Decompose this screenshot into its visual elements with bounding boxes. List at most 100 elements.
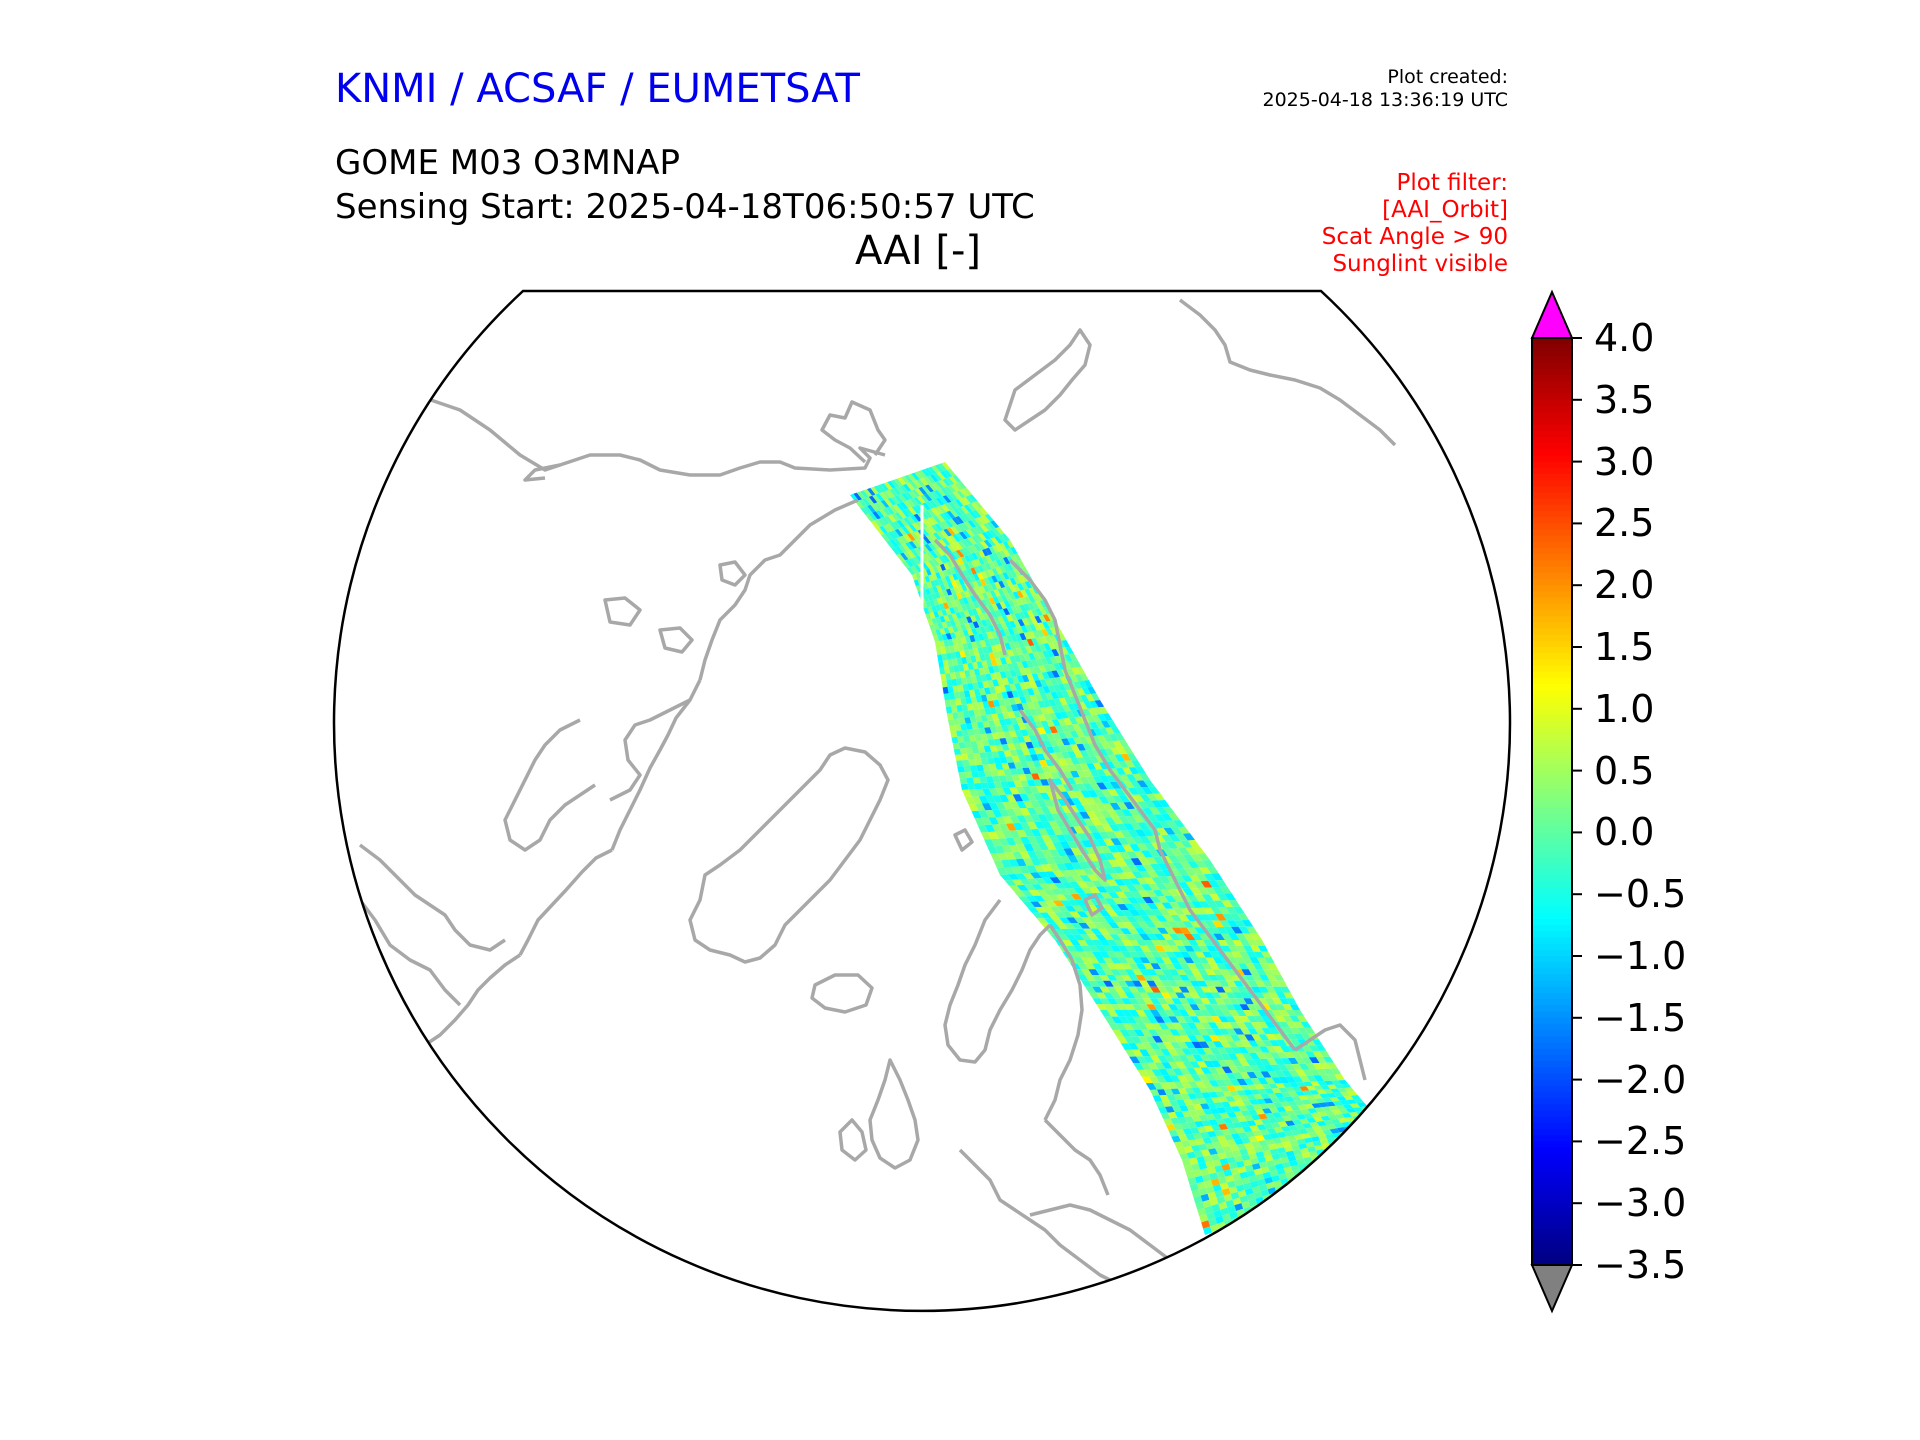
swath-pixel: [996, 692, 1004, 700]
swath-pixel: [1013, 584, 1021, 592]
swath-pixel: [957, 766, 965, 773]
swath-pixel: [966, 529, 975, 537]
swath-pixel: [988, 802, 1000, 810]
swath-pixel: [949, 607, 956, 614]
swath-pixel: [985, 810, 996, 818]
swath-pixel: [1201, 894, 1214, 902]
swath-pixel: [1091, 714, 1101, 722]
plot-filter-label: Plot filter:: [1396, 170, 1508, 196]
swath-pixel: [882, 491, 891, 499]
swath-pixel: [982, 739, 990, 747]
swath-pixel: [1278, 1010, 1290, 1016]
swath-pixel: [1013, 742, 1022, 750]
swath-pixel: [1017, 575, 1025, 584]
swath-pixel: [1085, 749, 1096, 757]
swath-pixel: [992, 545, 1000, 553]
swath-pixel: [1211, 992, 1222, 999]
swath-pixel: [968, 494, 978, 503]
swath-pixel: [1206, 945, 1217, 952]
swath-pixel: [932, 498, 942, 507]
swath-pixel: [928, 574, 934, 582]
swath-pixel: [1298, 1051, 1309, 1058]
swath-pixel: [968, 735, 977, 742]
colorbar-cell: [1532, 375, 1572, 382]
swath-pixel: [1073, 764, 1084, 771]
swath-pixel: [1191, 1041, 1203, 1049]
swath-pixel: [1168, 980, 1179, 987]
swath-pixel: [1063, 682, 1072, 691]
swath-pixel: [976, 740, 984, 747]
swath-pixel: [1006, 724, 1015, 732]
swath-pixel: [1218, 992, 1229, 999]
swath-pixel: [1232, 940, 1244, 946]
swath-pixel: [953, 618, 961, 626]
swath-pixel: [975, 627, 983, 635]
swath-pixel: [1216, 1047, 1228, 1054]
swath-pixel: [1153, 980, 1165, 987]
swath-pixel: [945, 620, 952, 628]
swath-pixel: [1017, 640, 1026, 648]
swath-pixel: [975, 607, 983, 615]
swath-pixel: [1156, 828, 1169, 836]
swath-pixel: [1125, 916, 1138, 923]
swath-pixel: [1225, 1072, 1237, 1080]
colorbar-cell: [1532, 782, 1572, 790]
swath-pixel: [1207, 986, 1219, 993]
colorbar-cell: [1532, 925, 1572, 932]
swath-pixel: [1096, 1004, 1108, 1010]
swath-pixel: [1161, 969, 1172, 975]
swath-pixel: [1244, 975, 1256, 981]
swath-pixel: [1097, 714, 1107, 722]
swath-pixel: [949, 492, 959, 501]
swath-pixel: [1116, 904, 1129, 911]
swath-pixel: [1268, 1083, 1279, 1089]
swath-pixel: [977, 681, 984, 689]
swath-pixel: [1212, 1041, 1224, 1048]
swath-pixel: [1027, 595, 1036, 603]
swath-pixel: [1026, 660, 1034, 668]
swath-pixel: [944, 486, 953, 494]
swath-pixel: [1018, 774, 1027, 781]
colorbar-cell: [1532, 628, 1572, 636]
swath-pixel: [1278, 1076, 1290, 1084]
swath-pixel: [1186, 1022, 1198, 1029]
swath-pixel: [938, 570, 945, 578]
swath-pixel: [1102, 768, 1113, 776]
swath-pixel: [1013, 696, 1022, 705]
swath-pixel: [1113, 963, 1125, 970]
swath-pixel: [974, 614, 981, 622]
swath-pixel: [1017, 736, 1026, 743]
swath-pixel: [1036, 629, 1045, 638]
colorbar-cell: [1532, 1110, 1572, 1118]
swath-pixel: [1254, 1028, 1266, 1035]
colorbar-tick-label: −3.0: [1594, 1181, 1687, 1226]
swath-pixel: [1108, 859, 1120, 867]
variable-title: AAI [-]: [855, 228, 981, 274]
swath-pixel: [932, 482, 941, 490]
swath-pixel: [1148, 915, 1160, 922]
swath-pixel: [1044, 772, 1054, 780]
swath-pixel: [961, 584, 968, 592]
swath-pixel: [1131, 903, 1144, 910]
swath-pixel: [1100, 741, 1111, 749]
swath-pixel: [1219, 969, 1231, 975]
swath-pixel: [1006, 808, 1017, 817]
colorbar-cell: [1532, 597, 1572, 605]
swath-pixel: [881, 533, 890, 542]
swath-pixel: [1255, 1052, 1267, 1059]
swath-pixel: [1102, 713, 1113, 721]
swath-pixel: [1058, 745, 1068, 753]
swath-pixel: [889, 488, 898, 497]
swath-pixel: [1063, 848, 1075, 856]
swath-pixel: [867, 504, 876, 513]
swath-pixel: [1243, 1022, 1255, 1029]
swath-pixel: [972, 509, 982, 518]
swath-pixel: [901, 526, 911, 535]
swath-pixel: [1222, 1079, 1234, 1087]
swath-pixel: [989, 745, 998, 752]
swath-pixel: [985, 555, 993, 563]
swath-pixel: [962, 710, 970, 718]
swath-pixel: [1164, 927, 1177, 934]
swath-pixel: [940, 673, 947, 681]
swath-pixel: [983, 577, 991, 585]
